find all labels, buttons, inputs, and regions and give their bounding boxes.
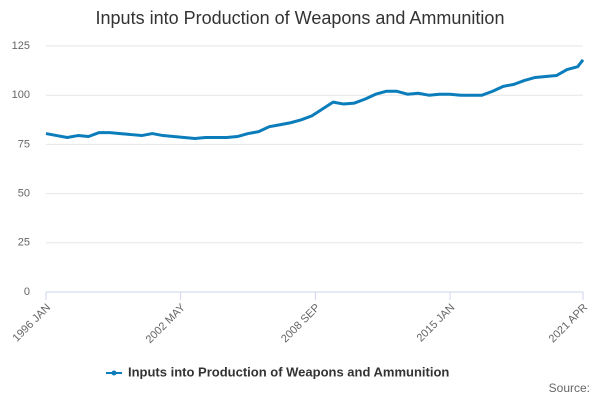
line (45, 58, 585, 140)
legend-label: Inputs into Production of Weapons and Am… (128, 364, 449, 379)
chart-title: Inputs into Production of Weapons and Am… (96, 8, 505, 28)
y-tick-label: 25 (18, 237, 30, 249)
x-tick-label: 2002 MAY (144, 301, 189, 346)
y-tick-label: 0 (24, 286, 30, 298)
y-tick-label: 50 (18, 188, 30, 200)
legend-marker (111, 370, 117, 376)
x-tick-label: 1996 JAN (11, 302, 54, 345)
y-tick-label: 125 (12, 40, 30, 52)
y-tick-label: 100 (12, 89, 30, 101)
x-tick-label: 2015 JAN (415, 302, 458, 345)
source: Source: (549, 381, 590, 395)
x-tick-label: 2008 SEP (279, 302, 323, 346)
y-tick-label: 75 (18, 138, 30, 150)
x-tick-label: 2021 APR (547, 302, 591, 346)
